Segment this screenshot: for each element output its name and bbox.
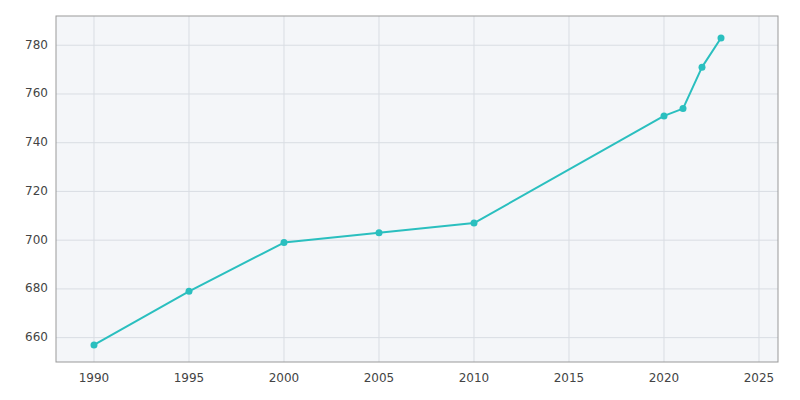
line xyxy=(94,38,721,345)
x-tick-label: 2020 xyxy=(649,371,680,385)
y-grid-line xyxy=(56,337,778,338)
plot-background xyxy=(56,16,778,362)
point xyxy=(281,239,288,246)
point xyxy=(91,341,98,348)
y-tick-label: 660 xyxy=(25,330,48,344)
x-tick-label: 2005 xyxy=(364,371,395,385)
x-tick-label: 2015 xyxy=(554,371,585,385)
x-grid-line xyxy=(664,16,665,362)
x-tick-label: 1990 xyxy=(79,371,110,385)
point xyxy=(699,64,706,71)
plot-frame xyxy=(56,16,778,362)
x-tick-label: 2010 xyxy=(459,371,490,385)
x-tick-label: 2000 xyxy=(269,371,300,385)
point xyxy=(680,105,687,112)
y-tick-label: 740 xyxy=(25,135,48,149)
point xyxy=(661,112,668,119)
point xyxy=(186,288,193,295)
x-grid-line xyxy=(474,16,475,362)
x-tick-label: 2025 xyxy=(744,371,775,385)
y-grid-line xyxy=(56,45,778,46)
y-grid-line xyxy=(56,93,778,94)
y-tick-label: 680 xyxy=(25,281,48,295)
y-tick-label: 720 xyxy=(25,184,48,198)
grid xyxy=(56,16,778,362)
y-tick-label: 700 xyxy=(25,233,48,247)
point xyxy=(471,220,478,227)
x-grid-line xyxy=(759,16,760,362)
x-grid-line xyxy=(189,16,190,362)
x-grid-line xyxy=(94,16,95,362)
series xyxy=(91,34,725,348)
x-grid-line xyxy=(569,16,570,362)
y-grid-line xyxy=(56,142,778,143)
point xyxy=(718,34,725,41)
chart-container: 660 680 700 720 740 760 780 1990 1995 2000 2005 201… xyxy=(0,0,800,400)
chart: 660 680 700 720 740 760 780 1990 1995 2000 2005 201… xyxy=(0,0,800,400)
point xyxy=(376,229,383,236)
y-tick-label: 760 xyxy=(25,86,48,100)
y-grid-line xyxy=(56,191,778,192)
y-grid-line xyxy=(56,288,778,289)
x-grid-line xyxy=(284,16,285,362)
y-grid-line xyxy=(56,240,778,241)
x-grid-line xyxy=(379,16,380,362)
tick-labels: 660 680 700 720 740 760 780 1990 1995 2000 2005 201… xyxy=(25,38,774,385)
x-tick-label: 1995 xyxy=(174,371,205,385)
y-tick-label: 780 xyxy=(25,38,48,52)
